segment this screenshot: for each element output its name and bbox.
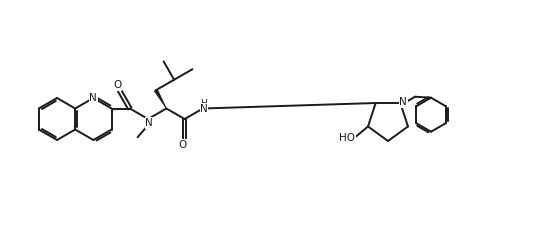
Text: N: N — [200, 104, 208, 114]
Text: HO: HO — [339, 134, 355, 144]
Text: N: N — [90, 93, 97, 103]
Text: O: O — [178, 140, 187, 150]
Text: N: N — [399, 97, 407, 107]
Text: H: H — [201, 99, 207, 108]
Text: O: O — [113, 80, 121, 90]
Text: N: N — [145, 118, 153, 128]
Polygon shape — [154, 89, 166, 109]
